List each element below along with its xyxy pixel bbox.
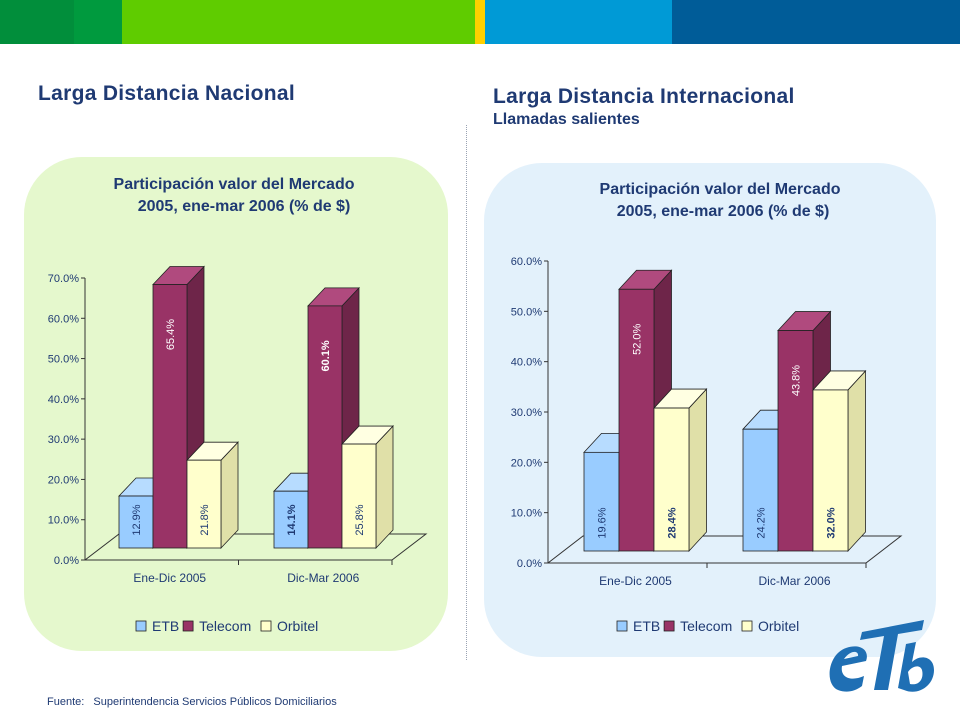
y-tick-label: 20.0%: [511, 457, 542, 469]
bar-value-label: 60.1%: [320, 340, 332, 371]
legend-swatch-etb: [616, 620, 628, 632]
top-color-bar: [0, 0, 960, 44]
y-tick-label: 60.0%: [48, 313, 79, 325]
legend-label-orbitel: Orbitel: [277, 618, 318, 634]
topbar-segment-5: [485, 0, 672, 44]
topbar-segment-2: [74, 0, 122, 44]
bar-value-label: 21.8%: [199, 504, 211, 535]
x-category-label: Ene-Dic 2005: [599, 574, 672, 588]
left-chart-title-line1: Participación valor del Mercado: [113, 176, 355, 193]
topbar-segment-1: [0, 0, 74, 44]
topbar-segment-4: [475, 0, 485, 44]
bar-value-label: 14.1%: [286, 504, 298, 535]
bar-value-label: 32.0%: [826, 507, 838, 538]
legend-swatch-telecom: [663, 620, 675, 632]
legend-label-telecom: Telecom: [199, 618, 251, 634]
right-chart-title: Participación valor del Mercado 2005, en…: [520, 179, 920, 223]
legend-swatch-orbitel: [260, 620, 272, 632]
y-tick-label: 10.0%: [511, 508, 542, 520]
y-tick-label: 20.0%: [48, 474, 79, 486]
legend-label-etb: ETB: [152, 618, 179, 634]
bar-value-label: 24.2%: [756, 507, 768, 538]
chart-1: 0.0% 10.0% 20.0% 30.0% 40.0% 50.0% 60.0% 70.0% E…: [48, 265, 428, 634]
bar-orbitel: [812, 389, 849, 552]
topbar-segment-3: [122, 0, 475, 44]
bar-telecom: [307, 305, 343, 549]
right-chart-title-line1: Participación valor del Mercado: [599, 181, 841, 198]
x-category-label: Dic-Mar 2006: [287, 571, 359, 585]
bar-value-label: 12.9%: [131, 504, 143, 535]
left-chart-title-line2: 2005, ene-mar 2006 (% de $): [137, 198, 351, 215]
right-chart-title-line2: 2005, ene-mar 2006 (% de $): [616, 203, 830, 220]
y-tick-label: 0.0%: [517, 558, 542, 570]
source-text: Superintendencia Servicios Públicos Domi…: [93, 696, 337, 708]
right-section-title: Larga Distancia Internacional: [493, 85, 795, 108]
source-label: Fuente:: [47, 696, 85, 708]
legend-swatch-telecom: [182, 620, 194, 632]
y-tick-label: 70.0%: [48, 273, 79, 285]
topbar-segment-6: [672, 0, 960, 44]
y-tick-label: 50.0%: [511, 306, 542, 318]
legend-label-telecom: Telecom: [680, 618, 732, 634]
left-chart-title: Participación valor del Mercado 2005, en…: [34, 174, 434, 218]
bar-telecom: [152, 284, 188, 549]
bar-orbitel: [653, 407, 690, 552]
legend-label-etb: ETB: [633, 618, 660, 634]
y-tick-label: 40.0%: [48, 394, 79, 406]
bar-value-label: 28.4%: [667, 507, 679, 538]
legend-swatch-orbitel: [741, 620, 753, 632]
bar-value-label: 25.8%: [354, 504, 366, 535]
dotted-divider: [466, 125, 467, 660]
y-tick-label: 30.0%: [48, 434, 79, 446]
source-footer: Fuente: Superintendencia Servicios Públi…: [47, 696, 337, 708]
y-tick-label: 50.0%: [48, 354, 79, 366]
bar-orbitel: [186, 459, 222, 549]
x-category-label: Dic-Mar 2006: [758, 574, 830, 588]
y-tick-label: 10.0%: [48, 515, 79, 527]
bar-etb: [118, 495, 154, 549]
bar-side: [847, 369, 866, 553]
bar-side: [375, 425, 394, 550]
y-tick-label: 40.0%: [511, 357, 542, 369]
bar-value-label: 43.8%: [791, 365, 803, 396]
left-chart-panel: [24, 157, 448, 651]
right-section-subtitle: Llamadas salientes: [493, 111, 640, 128]
bar-telecom: [777, 330, 814, 552]
bar-telecom: [618, 288, 655, 552]
y-tick-label: 60.0%: [511, 256, 542, 268]
legend-swatch-etb: [135, 620, 147, 632]
bar-value-label: 65.4%: [165, 319, 177, 350]
bar-orbitel: [341, 443, 377, 549]
bar-etb: [742, 428, 779, 552]
bar-value-label: 19.6%: [597, 507, 609, 538]
bar-side: [688, 388, 707, 553]
chart-2: 0.0% 10.0% 20.0% 30.0% 40.0% 50.0% 60.0% Ene-Di…: [511, 256, 903, 634]
y-tick-label: 30.0%: [511, 407, 542, 419]
left-section-title: Larga Distancia Nacional: [38, 82, 295, 105]
legend-label-orbitel: Orbitel: [758, 618, 799, 634]
bar-value-label: 52.0%: [632, 323, 644, 354]
etb-logo: [829, 620, 934, 692]
x-category-label: Ene-Dic 2005: [133, 571, 206, 585]
y-tick-label: 0.0%: [54, 555, 79, 567]
